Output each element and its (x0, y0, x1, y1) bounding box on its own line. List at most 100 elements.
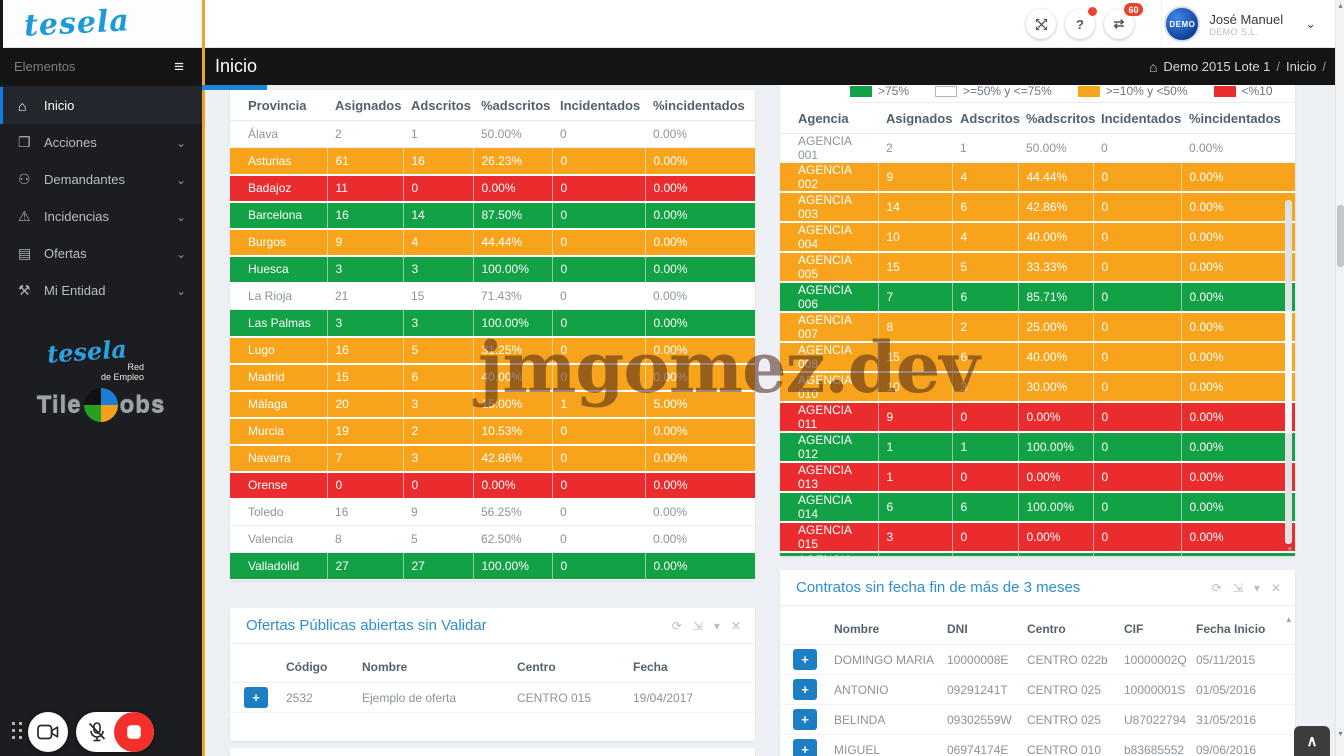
asignados-value: 3 (878, 522, 953, 553)
drag-handle-icon[interactable] (10, 719, 26, 745)
transfers-button[interactable]: ⇄ 60 (1104, 3, 1143, 39)
padscritos-value: 42.86% (1018, 192, 1094, 223)
agencies-scrollbar[interactable] (1285, 200, 1292, 544)
agency-name: AGENCIA 015 (780, 522, 879, 553)
stop-recording-button[interactable] (114, 712, 154, 752)
incidentados-value: 0 (552, 444, 646, 473)
sidebar-item[interactable]: ⚠ Incidencias ⌄ (0, 198, 202, 235)
scroll-to-top-button[interactable]: ∧ (1294, 726, 1330, 756)
column-header (230, 652, 282, 683)
adscritos-value: 3 (403, 255, 474, 284)
mic-stop-group (76, 712, 154, 752)
padscritos-value: 25.00% (1018, 312, 1094, 343)
logo-sub-line1: Red (127, 362, 144, 372)
expand-icon[interactable]: ⇲ (1232, 580, 1243, 595)
tilejobs-logo: Tile obs (0, 388, 202, 422)
pincidentados-value: 0.00% (645, 498, 755, 526)
incidentados-value: 0 (1093, 402, 1182, 433)
home-icon[interactable]: ⌂ (1148, 58, 1158, 75)
nombre-value: BELINDA (830, 704, 943, 735)
column-header: Centro (1023, 614, 1120, 645)
column-header: Adscritos (952, 103, 1020, 134)
province-name: Murcia (230, 417, 328, 446)
adscritos-value: 5 (403, 525, 473, 553)
scroll-down-arrow-icon[interactable]: ▾ (1338, 729, 1343, 738)
padscritos-value: 0.00% (1018, 522, 1094, 553)
breadcrumb-link[interactable]: Demo 2015 Lote 1 (1163, 59, 1271, 74)
legend-label: <%10 (1241, 85, 1273, 98)
adscritos-value: 3 (952, 372, 1019, 403)
expand-icon[interactable]: ⇲ (692, 618, 703, 633)
help-button[interactable]: ? (1065, 7, 1097, 39)
agencies-table: Agencia Asignados Adscritos %adscritos Incid… (780, 103, 1295, 556)
fecha-inicio-value: 09/06/2016 (1192, 734, 1295, 756)
column-header: CIF (1120, 614, 1192, 645)
province-row: Badajoz 11 0 0.00% 0 0.00% (230, 174, 755, 203)
incidentados-value: 0 (552, 417, 646, 446)
mic-muted-icon[interactable] (86, 721, 108, 743)
agency-name: AGENCIA 005 (780, 252, 879, 283)
breadcrumb-link[interactable]: Inicio (1286, 59, 1317, 74)
user-menu[interactable]: DEMO José Manuel DEMO S.L. ⌄ (1164, 6, 1316, 42)
collapse-icon[interactable]: ▾ (1253, 580, 1260, 595)
agency-row: AGENCIA 013 1 0 0.00% 0 0.00% (780, 462, 1295, 493)
expand-row-button[interactable]: + (793, 739, 817, 756)
fecha-inicio-value: 31/05/2016 (1192, 704, 1295, 735)
camera-button[interactable] (28, 712, 68, 752)
sidebar-item[interactable]: ⚇ Demandantes ⌄ (0, 161, 202, 198)
breadcrumb-item: Demo 2015 Lote 1 / (1163, 59, 1280, 74)
expand-row-button[interactable]: + (793, 649, 817, 670)
scroll-up-arrow-icon[interactable]: ▴ (1338, 1, 1343, 10)
scrollbar-thumb[interactable] (1337, 205, 1344, 267)
province-row: Málaga 20 3 15.00% 1 5.00% (230, 390, 755, 419)
pincidentados-value: 0.00% (645, 417, 755, 446)
fullscreen-button[interactable] (1026, 9, 1056, 39)
hamburger-icon[interactable]: ≡ (174, 56, 184, 76)
centro-value: CENTRO 010 (1023, 734, 1120, 756)
topbar-separator (1161, 0, 1162, 48)
pincidentados-value: 0.00% (645, 525, 755, 553)
sidebar-item-icon: ▤ (18, 245, 32, 261)
next-panel-edge (230, 748, 755, 756)
sidebar-item[interactable]: ❐ Acciones ⌄ (0, 124, 202, 161)
sidebar-item[interactable]: ⚒ Mi Entidad ⌄ (0, 272, 202, 309)
adscritos-value: 2 (403, 417, 474, 446)
province-name: Toledo (230, 498, 327, 526)
adscritos-value: 6 (952, 342, 1019, 373)
page-scrollbar[interactable]: ▴ ▾ (1335, 0, 1344, 756)
refresh-icon[interactable]: ⟳ (671, 618, 682, 633)
column-header: Provincia (230, 90, 327, 121)
padscritos-value: 100.00% (473, 309, 553, 338)
incidentados-value: 0 (1093, 492, 1182, 523)
collapse-icon[interactable]: ▾ (713, 618, 720, 633)
incidentados-value: 0 (1093, 162, 1182, 193)
province-row: Navarra 7 3 42.86% 0 0.00% (230, 444, 755, 473)
camera-icon (37, 724, 59, 740)
sidebar-item[interactable]: ▤ Ofertas ⌄ (0, 235, 202, 272)
province-name: Burgos (230, 228, 328, 257)
incidentados-value: 1 (552, 390, 646, 419)
sidebar-item[interactable]: ⌂ Inicio (0, 87, 202, 124)
padscritos-value: 44.44% (1018, 162, 1094, 193)
scroll-down-arrow-icon[interactable]: ▾ (1287, 544, 1292, 554)
column-header: Incidentados (1093, 103, 1181, 134)
agency-row: AGENCIA 016 17 14 82.35% 0 0.00% (780, 552, 1295, 556)
expand-row-button[interactable]: + (793, 679, 817, 700)
scroll-up-arrow-icon[interactable]: ▴ (1286, 614, 1291, 624)
pincidentados-value: 0.00% (645, 174, 755, 203)
asignados-value: 2 (327, 120, 403, 148)
asignados-value: 11 (327, 174, 404, 203)
legend-item: <%10 (1213, 85, 1273, 98)
padscritos-value: 40.00% (1018, 222, 1094, 253)
close-icon[interactable]: ✕ (730, 618, 741, 633)
expand-row-button[interactable]: + (793, 709, 817, 730)
column-header: Incidentados (552, 90, 645, 121)
asignados-value: 61 (327, 147, 404, 176)
refresh-icon[interactable]: ⟳ (1211, 580, 1222, 595)
expand-row-button[interactable]: + (244, 687, 268, 708)
tilejobs-circle-icon (83, 388, 118, 422)
pincidentados-value: 0.00% (1181, 222, 1295, 253)
close-icon[interactable]: ✕ (1270, 580, 1281, 595)
cif-value: b83685552 (1120, 734, 1192, 756)
tesela-logo: tesela (23, 3, 131, 44)
